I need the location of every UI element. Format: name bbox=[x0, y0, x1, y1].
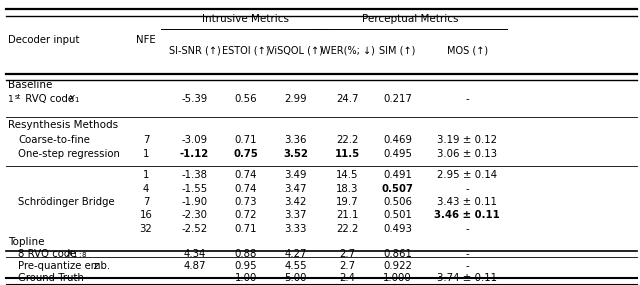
Text: 4: 4 bbox=[143, 184, 149, 194]
Text: 0.217: 0.217 bbox=[383, 94, 412, 104]
Text: 3.19 ± 0.12: 3.19 ± 0.12 bbox=[437, 135, 497, 145]
Text: 0.469: 0.469 bbox=[383, 135, 412, 145]
Text: -1.55: -1.55 bbox=[181, 184, 208, 194]
Text: st: st bbox=[15, 94, 21, 101]
Text: 2.99: 2.99 bbox=[284, 94, 307, 104]
Text: 0.75: 0.75 bbox=[234, 149, 258, 160]
Text: -5.39: -5.39 bbox=[181, 94, 208, 104]
Text: Ground Truth: Ground Truth bbox=[18, 273, 84, 283]
Text: -: - bbox=[465, 224, 469, 234]
Text: 18.3: 18.3 bbox=[337, 184, 358, 194]
Text: 0.501: 0.501 bbox=[383, 210, 412, 221]
Text: -: - bbox=[193, 273, 196, 283]
Text: Baseline: Baseline bbox=[8, 80, 52, 91]
Text: Topline: Topline bbox=[8, 237, 45, 247]
Text: 0.491: 0.491 bbox=[383, 170, 412, 180]
Text: 11.5: 11.5 bbox=[335, 149, 360, 160]
Text: 3.33: 3.33 bbox=[285, 224, 307, 234]
Text: -: - bbox=[465, 94, 469, 104]
Text: 8 RVQ code: 8 RVQ code bbox=[18, 249, 79, 259]
Text: -1.38: -1.38 bbox=[182, 170, 207, 180]
Text: WER(%; ↓): WER(%; ↓) bbox=[321, 46, 374, 56]
Text: 0.506: 0.506 bbox=[383, 197, 412, 207]
Text: 0.95: 0.95 bbox=[234, 261, 257, 272]
Text: 0.88: 0.88 bbox=[235, 249, 257, 259]
Text: 2.7: 2.7 bbox=[339, 261, 356, 272]
Text: 3.74 ± 0.11: 3.74 ± 0.11 bbox=[437, 273, 497, 283]
Text: 4.87: 4.87 bbox=[183, 261, 206, 272]
Text: 0.74: 0.74 bbox=[234, 184, 257, 194]
Text: 1.00: 1.00 bbox=[235, 273, 257, 283]
Text: -: - bbox=[465, 261, 469, 272]
Text: $z$: $z$ bbox=[93, 261, 100, 272]
Text: 0.493: 0.493 bbox=[383, 224, 412, 234]
Text: 21.1: 21.1 bbox=[337, 210, 358, 221]
Text: 0.507: 0.507 bbox=[381, 184, 413, 194]
Text: ESTOI (↑): ESTOI (↑) bbox=[222, 46, 269, 56]
Text: 3.37: 3.37 bbox=[284, 210, 307, 221]
Text: 16: 16 bbox=[140, 210, 152, 221]
Text: MOS (↑): MOS (↑) bbox=[447, 46, 488, 56]
Text: 0.56: 0.56 bbox=[234, 94, 257, 104]
Text: 3.43 ± 0.11: 3.43 ± 0.11 bbox=[437, 197, 497, 207]
Text: -: - bbox=[465, 184, 469, 194]
Text: 0.71: 0.71 bbox=[234, 224, 257, 234]
Text: -: - bbox=[465, 249, 469, 259]
Text: 1.000: 1.000 bbox=[383, 273, 412, 283]
Text: One-step regression: One-step regression bbox=[18, 149, 120, 160]
Text: -3.09: -3.09 bbox=[182, 135, 207, 145]
Text: 19.7: 19.7 bbox=[336, 197, 359, 207]
Text: Schrödinger Bridge: Schrödinger Bridge bbox=[18, 197, 115, 207]
Text: SIM (↑): SIM (↑) bbox=[380, 46, 415, 56]
Text: 2.4: 2.4 bbox=[340, 273, 356, 283]
Text: $x_{1:8}$: $x_{1:8}$ bbox=[66, 248, 88, 260]
Text: 3.42: 3.42 bbox=[285, 197, 307, 207]
Text: 0.73: 0.73 bbox=[234, 197, 257, 207]
Text: 0.71: 0.71 bbox=[234, 135, 257, 145]
Text: 4.27: 4.27 bbox=[284, 249, 307, 259]
Text: 0.922: 0.922 bbox=[383, 261, 412, 272]
Text: Decoder input: Decoder input bbox=[8, 35, 80, 46]
Text: NFE: NFE bbox=[136, 35, 156, 46]
Text: 5.00: 5.00 bbox=[284, 273, 307, 283]
Text: 4.34: 4.34 bbox=[184, 249, 205, 259]
Text: 1: 1 bbox=[8, 95, 14, 104]
Text: 22.2: 22.2 bbox=[337, 224, 358, 234]
Text: -2.30: -2.30 bbox=[182, 210, 207, 221]
Text: Resynthesis Methods: Resynthesis Methods bbox=[8, 120, 118, 130]
Text: Pre-quantize emb.: Pre-quantize emb. bbox=[18, 261, 113, 272]
Text: -1.90: -1.90 bbox=[182, 197, 207, 207]
Text: RVQ code: RVQ code bbox=[22, 94, 77, 104]
Text: 7: 7 bbox=[143, 197, 149, 207]
Text: 3.06 ± 0.13: 3.06 ± 0.13 bbox=[437, 149, 497, 160]
Text: 3.46 ± 0.11: 3.46 ± 0.11 bbox=[435, 210, 500, 221]
Text: 1: 1 bbox=[143, 170, 149, 180]
Text: 3.52: 3.52 bbox=[283, 149, 308, 160]
Text: 7: 7 bbox=[143, 135, 149, 145]
Text: 0.861: 0.861 bbox=[383, 249, 412, 259]
Text: -2.52: -2.52 bbox=[182, 224, 207, 234]
Text: 0.495: 0.495 bbox=[383, 149, 412, 160]
Text: ViSQOL (↑): ViSQOL (↑) bbox=[268, 46, 323, 56]
Text: 3.49: 3.49 bbox=[284, 170, 307, 180]
Text: $x_1$: $x_1$ bbox=[68, 93, 80, 105]
Text: 22.2: 22.2 bbox=[337, 135, 358, 145]
Text: 2.95 ± 0.14: 2.95 ± 0.14 bbox=[437, 170, 497, 180]
Text: 32: 32 bbox=[140, 224, 152, 234]
Text: 0.74: 0.74 bbox=[234, 170, 257, 180]
Text: -1.12: -1.12 bbox=[180, 149, 209, 160]
Text: 1: 1 bbox=[143, 149, 149, 160]
Text: -: - bbox=[144, 273, 148, 283]
Text: Intrusive Metrics: Intrusive Metrics bbox=[202, 14, 289, 24]
Text: SI-SNR (↑): SI-SNR (↑) bbox=[169, 46, 220, 56]
Text: 3.36: 3.36 bbox=[284, 135, 307, 145]
Text: 4.55: 4.55 bbox=[284, 261, 307, 272]
Text: 14.5: 14.5 bbox=[336, 170, 359, 180]
Text: 2.7: 2.7 bbox=[339, 249, 356, 259]
Text: 0.72: 0.72 bbox=[234, 210, 257, 221]
Text: 3.47: 3.47 bbox=[284, 184, 307, 194]
Text: Coarse-to-fine: Coarse-to-fine bbox=[18, 135, 90, 145]
Text: Perceptual Metrics: Perceptual Metrics bbox=[362, 14, 459, 24]
Text: 24.7: 24.7 bbox=[336, 94, 359, 104]
